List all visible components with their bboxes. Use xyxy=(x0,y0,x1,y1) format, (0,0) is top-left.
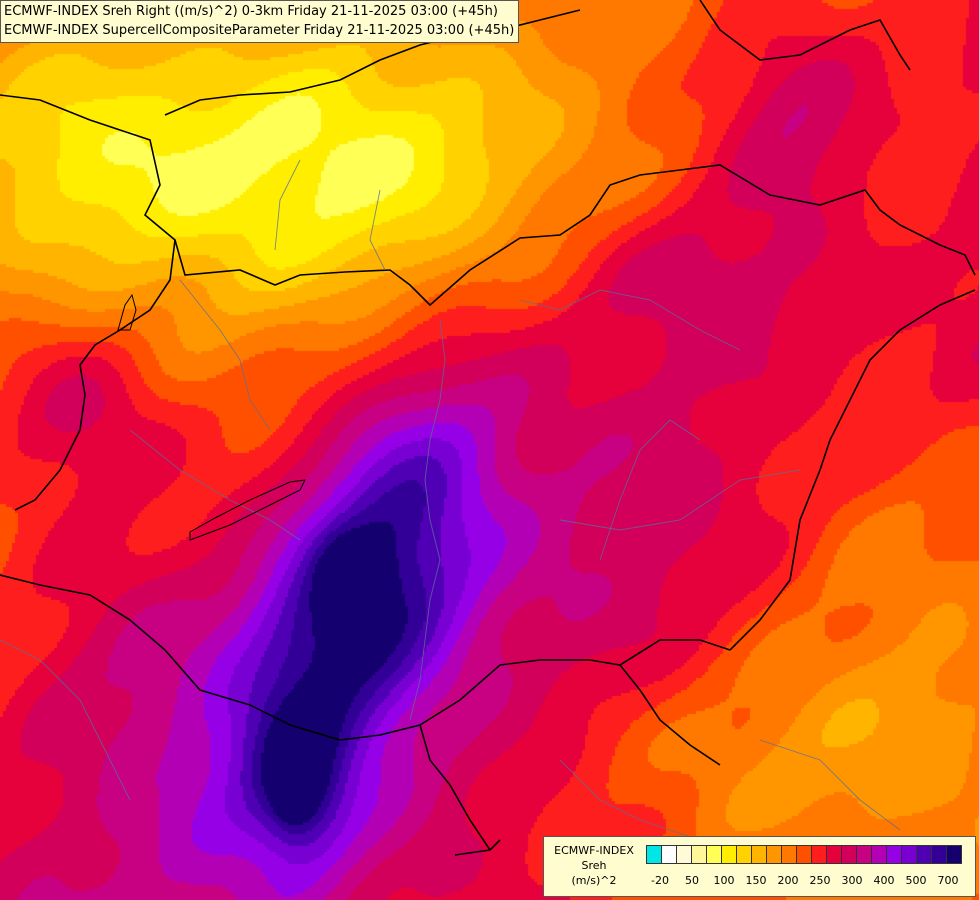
legend-tick-label: 400 xyxy=(873,874,895,887)
legend-tick-label: 500 xyxy=(905,874,927,887)
legend-swatch xyxy=(736,845,752,864)
country-border xyxy=(419,724,491,851)
legend-tick-label: 250 xyxy=(809,874,831,887)
legend-swatch xyxy=(691,845,707,864)
legend-tick-label: 50 xyxy=(685,874,699,887)
legend-swatch xyxy=(781,845,797,864)
country-border xyxy=(14,239,176,511)
country-border xyxy=(729,289,976,651)
river-line xyxy=(0,639,131,801)
legend-tick-label: 200 xyxy=(777,874,799,887)
map-title-line-2: ECMWF-INDEX SupercellCompositeParameter … xyxy=(4,23,515,38)
legend-swatch xyxy=(856,845,872,864)
river-line xyxy=(129,429,301,541)
legend-swatch xyxy=(841,845,857,864)
legend-title-unit: (m/s)^2 xyxy=(571,874,617,887)
lake-neusiedl xyxy=(117,293,137,331)
legend-swatch xyxy=(796,845,812,864)
legend-swatch xyxy=(646,845,662,864)
country-border xyxy=(699,0,911,71)
legend-swatch xyxy=(721,845,737,864)
country-border xyxy=(0,94,976,307)
legend-tick-label: -20 xyxy=(651,874,669,887)
legend-swatch xyxy=(751,845,767,864)
legend-swatch xyxy=(706,845,722,864)
map-title-line-1: ECMWF-INDEX Sreh Right ((m/s)^2) 0-3km F… xyxy=(4,4,498,19)
legend-swatch xyxy=(946,845,962,864)
legend-swatch xyxy=(886,845,902,864)
legend-tick-label: 150 xyxy=(745,874,767,887)
river-line xyxy=(559,759,701,841)
legend-swatch xyxy=(871,845,887,864)
legend-swatch xyxy=(811,845,827,864)
legend-swatch xyxy=(676,845,692,864)
legend-swatch xyxy=(661,845,677,864)
legend-tick-label: 100 xyxy=(713,874,735,887)
legend-swatch xyxy=(766,845,782,864)
river-line xyxy=(274,159,301,251)
legend-tick-label: 700 xyxy=(937,874,959,887)
river-line xyxy=(559,469,801,531)
country-border xyxy=(619,664,721,766)
country-border xyxy=(0,574,731,741)
legend-tick-label: 300 xyxy=(841,874,863,887)
legend-title: ECMWF-INDEX Sreh (m/s)^2 xyxy=(548,843,640,888)
river-line xyxy=(409,319,446,721)
color-legend: ECMWF-INDEX Sreh (m/s)^2 -20 50 100 150 200 2… xyxy=(543,836,976,897)
river-line xyxy=(369,189,386,271)
legend-title-parameter: Sreh xyxy=(581,859,607,872)
lake-balaton xyxy=(189,479,306,541)
legend-tick-labels: -20 50 100 150 200 250 300 400 500 700 xyxy=(646,874,976,888)
legend-swatch xyxy=(826,845,842,864)
legend-title-model: ECMWF-INDEX xyxy=(554,844,634,857)
river-line xyxy=(519,289,741,351)
legend-swatch xyxy=(901,845,917,864)
legend-swatch xyxy=(916,845,932,864)
map-title-box: ECMWF-INDEX Sreh Right ((m/s)^2) 0-3km F… xyxy=(0,0,520,43)
country-border xyxy=(454,839,501,856)
river-line xyxy=(179,279,271,431)
legend-color-bar xyxy=(646,845,962,864)
river-line xyxy=(599,419,701,561)
river-line xyxy=(759,739,901,831)
legend-swatch xyxy=(931,845,947,864)
